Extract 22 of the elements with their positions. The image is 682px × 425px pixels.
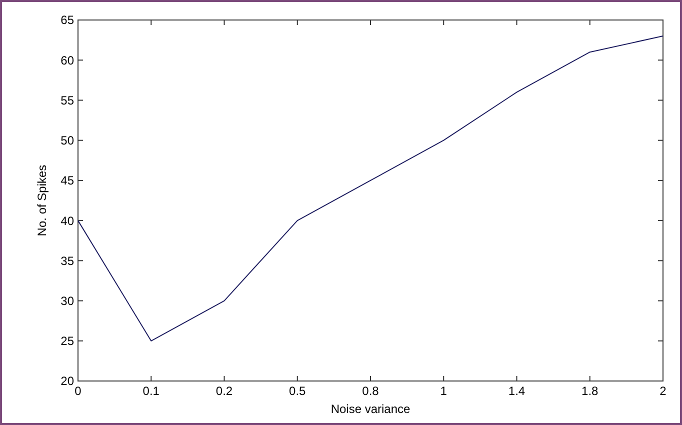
x-axis-title: Noise variance (330, 402, 411, 416)
y-tick-label: 60 (60, 53, 74, 68)
x-tick-label: 1.8 (582, 384, 599, 398)
y-tick-label: 65 (60, 13, 74, 28)
x-tick-label: 0 (74, 384, 82, 398)
y-tick-label: 25 (60, 334, 74, 348)
y-axis-title: No. of Spikes (35, 164, 49, 236)
x-tick-label: 2 (660, 384, 667, 398)
y-tick-label: 35 (60, 254, 74, 268)
y-tick-label: 30 (60, 294, 74, 308)
y-tick-label: 20 (60, 374, 74, 388)
x-tick-label: 1 (440, 384, 448, 398)
y-tick-label: 50 (60, 134, 74, 148)
y-tick-label: 40 (60, 214, 74, 228)
x-tick-label: 0.5 (289, 384, 306, 398)
y-tick-label: 45 (60, 174, 74, 188)
x-tick-label: 0.8 (362, 384, 380, 398)
y-tick-label: 55 (60, 93, 74, 108)
x-tick-label: 0.1 (142, 384, 160, 398)
line-series (78, 36, 664, 342)
x-tick-label: 1.4 (508, 384, 526, 398)
x-tick-label: 0.2 (216, 384, 233, 398)
